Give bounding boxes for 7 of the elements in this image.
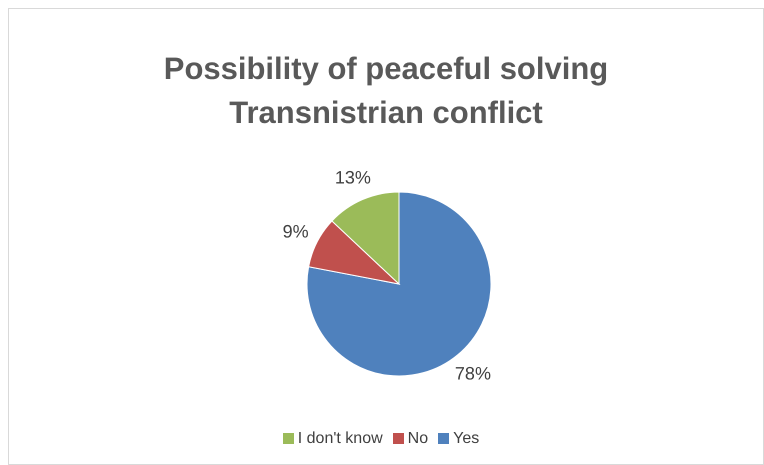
data-label: 9% <box>282 221 309 242</box>
data-label: 78% <box>454 363 491 384</box>
legend-label: Yes <box>453 430 480 447</box>
legend-label: I don't know <box>298 430 383 447</box>
legend-label: No <box>408 430 428 447</box>
chart-title: Possibility of peaceful solving Transnistrian conflict <box>162 50 610 132</box>
data-label: 13% <box>334 168 371 188</box>
